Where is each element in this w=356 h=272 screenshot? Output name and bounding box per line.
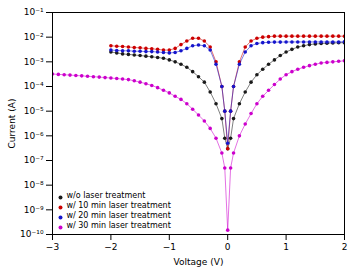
svg-text:1: 1 [283,242,289,252]
svg-text:w/ 30 min laser treatment: w/ 30 min laser treatment [67,221,171,230]
svg-text:10⁻⁴: 10⁻⁴ [24,81,44,91]
svg-text:Current (A): Current (A) [7,99,17,149]
svg-text:w/ 10 min laser treatment: w/ 10 min laser treatment [67,201,171,210]
svg-text:10⁻⁸: 10⁻⁸ [24,180,44,190]
svg-text:Voltage (V): Voltage (V) [174,257,224,267]
svg-text:w/ 20 min laser treatment: w/ 20 min laser treatment [67,211,171,220]
svg-text:−2: −2 [104,242,117,252]
svg-text:10⁻⁷: 10⁻⁷ [24,155,44,165]
svg-text:10⁻⁵: 10⁻⁵ [24,106,44,116]
svg-text:10⁻¹⁰: 10⁻¹⁰ [20,229,44,239]
svg-text:10⁻⁹: 10⁻⁹ [24,205,44,215]
svg-text:0: 0 [225,242,231,252]
svg-text:10⁻²: 10⁻² [24,32,44,42]
svg-text:2: 2 [342,242,348,252]
svg-text:10⁻⁶: 10⁻⁶ [24,131,44,141]
svg-text:10⁻¹: 10⁻¹ [24,7,44,17]
svg-text:w/o laser treatment: w/o laser treatment [67,191,146,200]
svg-text:10⁻³: 10⁻³ [24,57,44,67]
svg-text:−3: −3 [46,242,59,252]
svg-text:−1: −1 [163,242,176,252]
